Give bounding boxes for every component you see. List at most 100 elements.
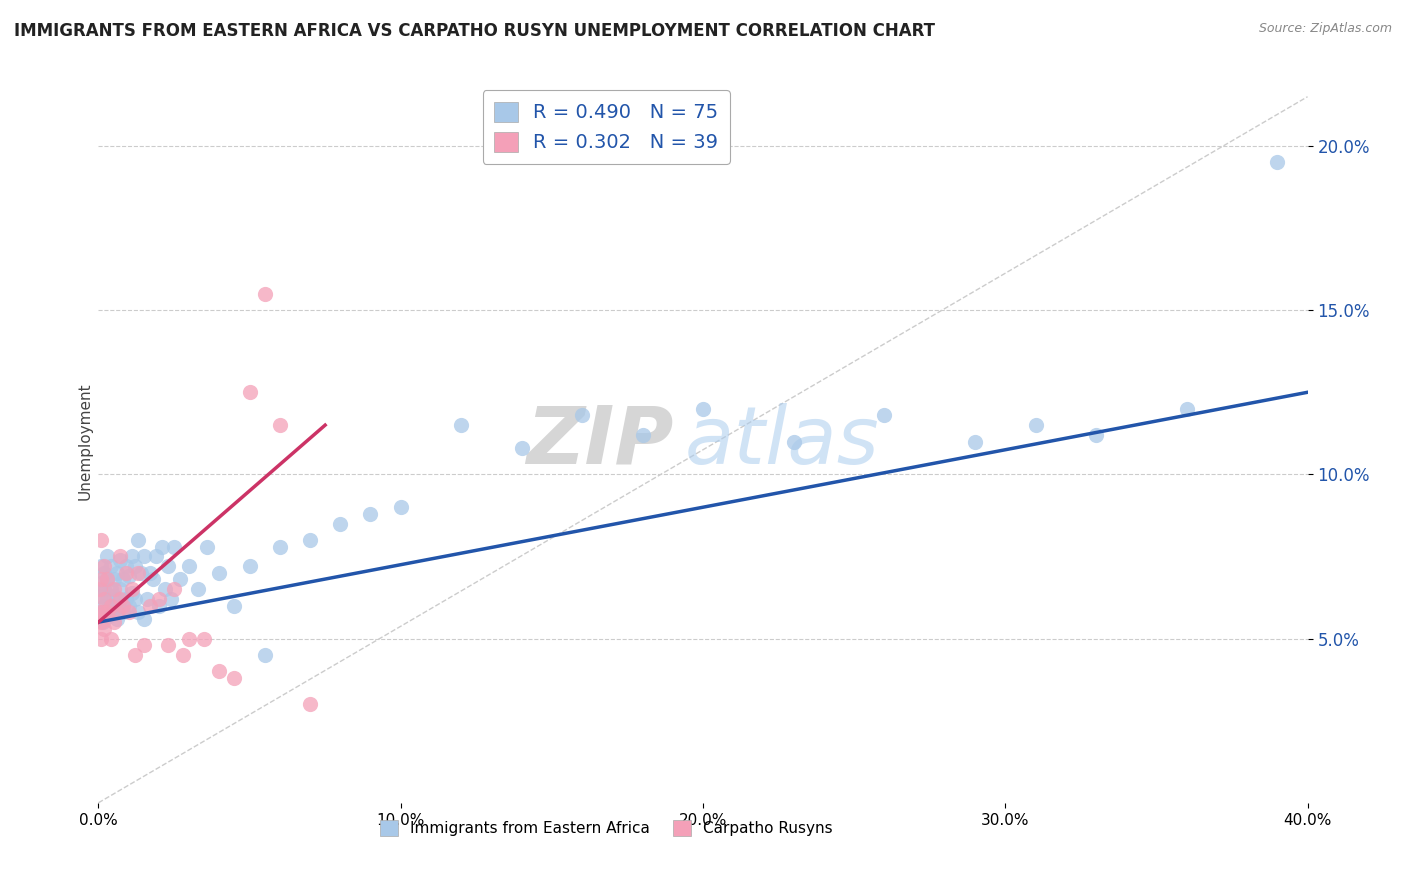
Point [89,589,111,603]
Text: atlas: atlas [685,402,879,481]
Point [124,592,146,607]
Point [150,540,173,554]
Point [1085,428,1108,442]
Point [100,632,122,646]
Point [118,599,141,613]
Point [90,559,112,574]
Point [239,559,262,574]
Point [329,516,352,531]
Point [160,592,183,607]
Point [195,540,218,554]
Point [103,605,125,619]
Point [163,540,186,554]
Point [1175,401,1198,416]
Point [142,573,165,587]
Point [105,566,128,580]
Point [299,533,322,547]
Point [1024,418,1046,433]
Point [93,592,115,607]
Point [450,418,472,433]
Point [91,605,114,619]
Point [124,648,146,662]
Point [118,569,141,583]
Point [389,500,412,515]
Point [90,615,112,630]
Point [100,599,122,613]
Point [111,573,134,587]
Point [172,648,194,662]
Point [156,559,179,574]
Point [783,434,806,449]
Point [187,582,209,597]
Point [108,602,131,616]
Point [108,582,131,597]
Point [132,612,155,626]
Point [93,622,115,636]
Point [510,441,533,455]
Point [100,582,122,597]
Point [127,533,149,547]
Point [965,434,987,449]
Point [153,582,176,597]
Point [89,605,111,619]
Point [139,599,162,613]
Point [96,573,118,587]
Y-axis label: Unemployment: Unemployment [77,383,93,500]
Point [108,553,131,567]
Text: IMMIGRANTS FROM EASTERN AFRICA VS CARPATHO RUSYN UNEMPLOYMENT CORRELATION CHART: IMMIGRANTS FROM EASTERN AFRICA VS CARPAT… [14,22,935,40]
Point [90,605,112,619]
Point [93,599,115,613]
Point [90,575,112,590]
Point [148,599,170,613]
Point [94,605,117,619]
Point [224,599,246,613]
Point [269,418,291,433]
Point [360,507,382,521]
Point [103,573,125,587]
Point [105,612,128,626]
Point [96,573,118,587]
Point [631,428,654,442]
Point [121,585,143,599]
Point [179,559,201,574]
Text: Source: ZipAtlas.com: Source: ZipAtlas.com [1258,22,1392,36]
Point [114,559,136,574]
Point [299,698,322,712]
Point [139,566,162,580]
Point [193,632,215,646]
Point [100,559,122,574]
Point [100,599,122,613]
Point [93,582,115,597]
Point [224,671,246,685]
Point [253,286,276,301]
Point [121,549,143,564]
Point [873,409,896,423]
Point [156,638,179,652]
Point [169,573,191,587]
Point [111,599,134,613]
Point [129,566,152,580]
Point [163,582,186,597]
Point [135,592,157,607]
Point [239,385,262,400]
Point [127,566,149,580]
Point [253,648,276,662]
Point [91,615,114,630]
Point [103,582,125,597]
Point [105,592,128,607]
Point [571,409,593,423]
Point [145,549,167,564]
Point [114,566,136,580]
Point [96,605,118,619]
Point [124,559,146,574]
Point [132,549,155,564]
Point [114,592,136,607]
Point [103,589,125,603]
Point [108,592,131,607]
Point [90,573,112,587]
Point [127,605,149,619]
Point [90,533,112,547]
Point [179,632,201,646]
Point [93,566,115,580]
Point [148,592,170,607]
